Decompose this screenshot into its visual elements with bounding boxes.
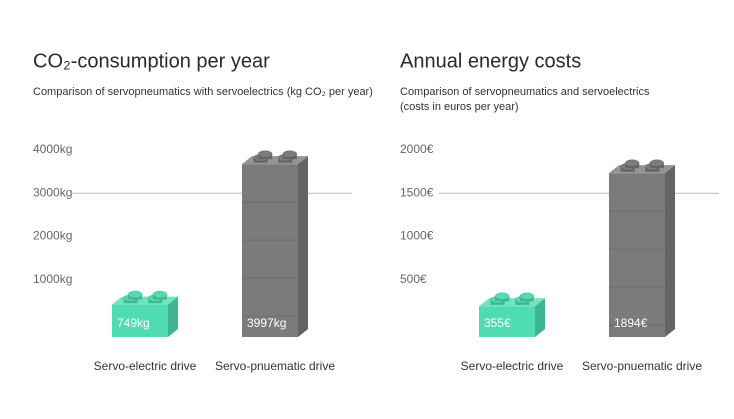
x-tick-label: Servo-pnuematic drive [582, 359, 702, 373]
stud-top [520, 293, 534, 300]
x-tick-label: Servo-electric drive [461, 359, 564, 373]
y-tick-label: 1500€ [400, 185, 434, 199]
value-label: 355€ [484, 316, 511, 330]
y-tick-label: 1000€ [400, 229, 434, 243]
stud-top [153, 291, 167, 298]
chart-subtitle: Comparison of servopneumatics with servo… [33, 86, 373, 98]
value-label: 1894€ [614, 316, 648, 330]
y-tick-label: 3000kg [33, 185, 72, 199]
value-label: 749kg [117, 316, 150, 330]
y-tick-label: 2000kg [33, 229, 72, 243]
brick-top-shine [479, 298, 545, 306]
stud-top [283, 151, 297, 158]
chart-subtitle: Comparison of servopneumatics and servoe… [400, 86, 650, 98]
stud-top [495, 293, 509, 300]
brick-side-shade [665, 165, 675, 337]
brick-top-shine [609, 165, 675, 173]
y-tick-label: 4000kg [33, 142, 72, 156]
bar [242, 164, 298, 337]
y-tick-label: 2000€ [400, 142, 434, 156]
y-tick-label: 1000kg [33, 272, 72, 286]
value-label: 3997kg [247, 316, 286, 330]
brick-top-shine [242, 156, 308, 164]
x-tick-label: Servo-electric drive [94, 359, 197, 373]
chart-subtitle: (costs in euros per year) [400, 101, 519, 113]
infographic: CO₂-consumption per year Comparison of se… [0, 0, 734, 419]
stud-top [128, 291, 142, 298]
x-tick-label: Servo-pnuematic drive [215, 359, 335, 373]
stud-top [650, 160, 664, 167]
brick-top-shine [112, 297, 178, 305]
stud-top [258, 151, 272, 158]
y-tick-label: 500€ [400, 272, 427, 286]
chart-title: CO₂-consumption per year [33, 50, 270, 72]
brick-side-shade [298, 156, 308, 337]
chart-title: Annual energy costs [400, 50, 581, 72]
bar [609, 173, 665, 337]
stud-top [625, 160, 639, 167]
